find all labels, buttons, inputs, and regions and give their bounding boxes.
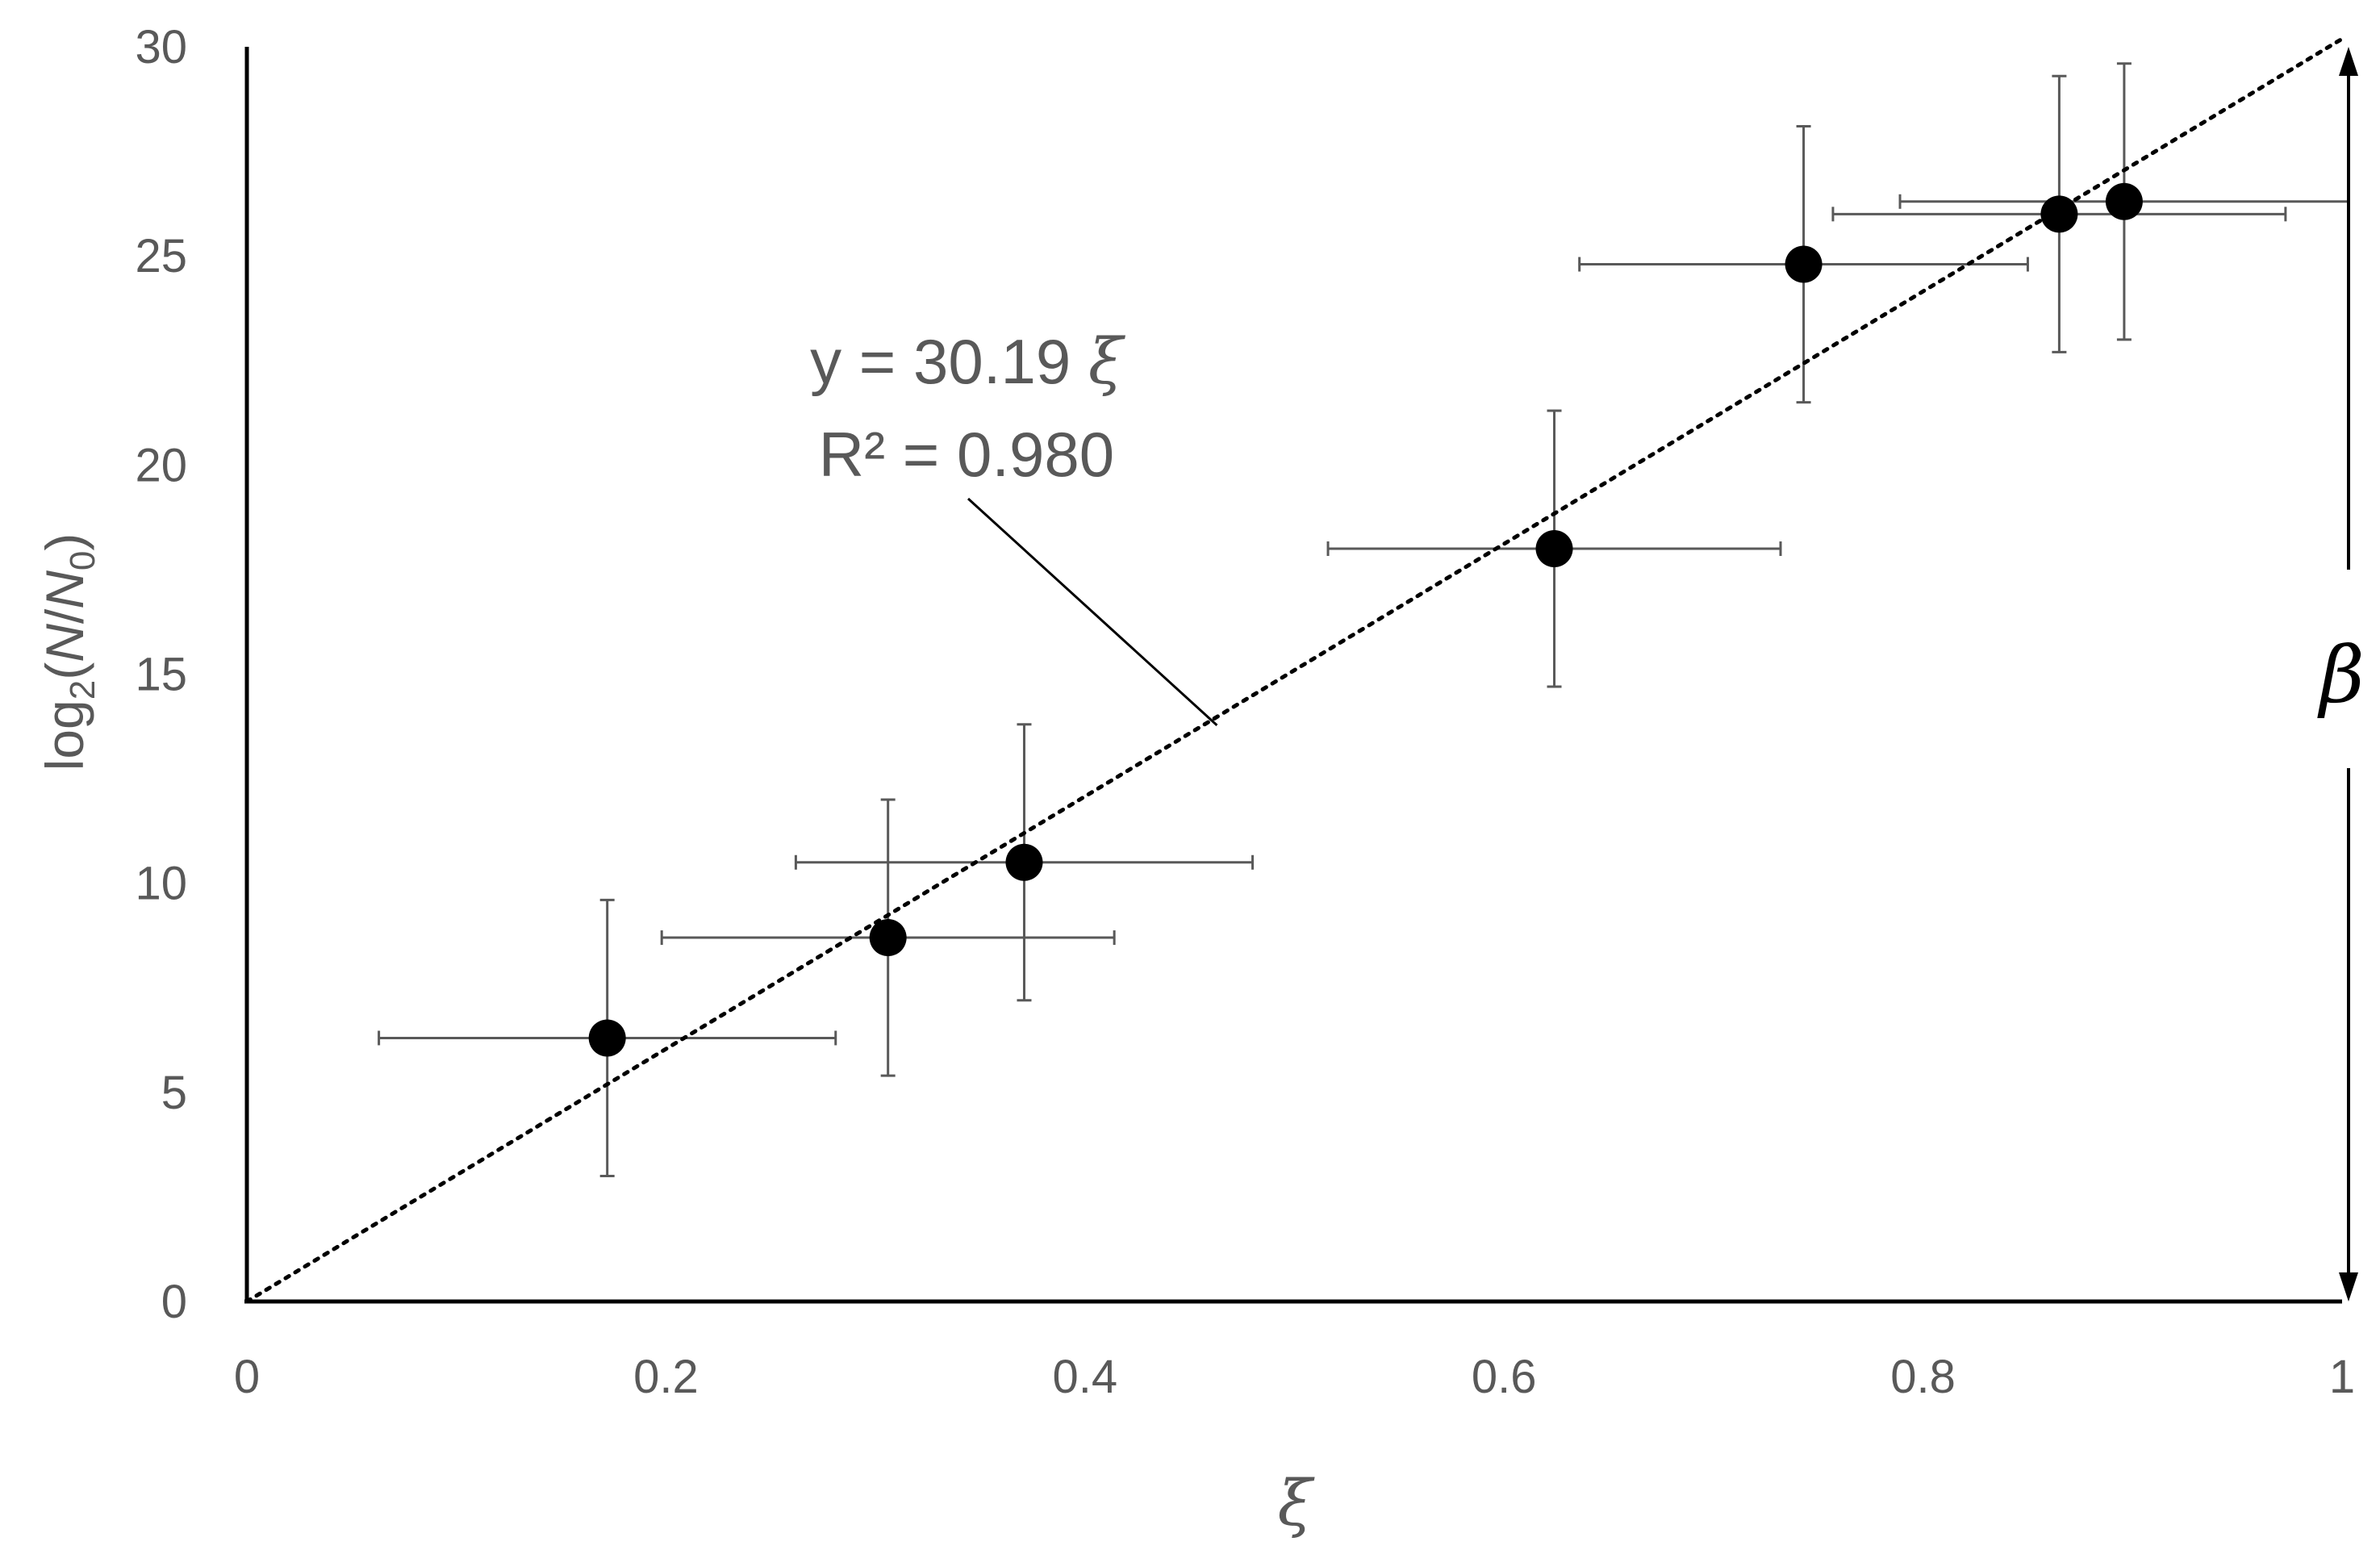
y-axis-title: log2(N/N0) <box>35 533 102 771</box>
y-tick-label: 10 <box>135 858 187 910</box>
x-axis-title: ξ <box>1278 1468 1316 1540</box>
fit-r-squared: R² = 0.980 <box>819 419 1114 490</box>
beta-arrow: β <box>2317 47 2365 1301</box>
y-tick-label: 5 <box>161 1067 187 1119</box>
y-tick-label: 25 <box>135 230 187 282</box>
data-point <box>1535 530 1573 567</box>
data-point <box>2040 195 2078 233</box>
y-axis-title-n0: N <box>35 570 94 609</box>
y-axis-title-slash: / <box>35 608 94 624</box>
y-axis-title-n: N <box>35 624 94 662</box>
x-tick-labels: 0 0.2 0.4 0.6 0.8 1 <box>234 1351 2355 1403</box>
fit-equation-text: y = 30.19 <box>810 326 1088 397</box>
y-tick-label: 30 <box>135 21 187 73</box>
y-axis-title-n0-subscript: 0 <box>63 551 102 570</box>
beta-arrowhead-down <box>2339 1272 2358 1301</box>
annotation-leader-line <box>967 497 1218 726</box>
beta-label: β <box>2317 630 2365 721</box>
data-points <box>588 182 2143 1057</box>
x-tick-label: 0.8 <box>1890 1351 1956 1403</box>
y-tick-labels: 0 5 10 15 20 25 30 <box>135 21 187 1328</box>
data-point <box>588 1019 626 1057</box>
data-point <box>1785 245 1823 283</box>
data-point <box>2105 182 2143 220</box>
fit-line <box>244 36 2345 1304</box>
y-tick-label: 0 <box>161 1276 187 1328</box>
x-tick-label: 0 <box>234 1351 260 1403</box>
x-tick-label: 0.4 <box>1052 1351 1117 1403</box>
x-tick-label: 0.2 <box>633 1351 699 1403</box>
data-point <box>869 919 907 957</box>
x-tick-label: 0.6 <box>1472 1351 1537 1403</box>
x-tick-label: 1 <box>2329 1351 2355 1403</box>
y-tick-label: 15 <box>135 649 187 701</box>
y-axis-title-log: log <box>35 700 94 771</box>
fit-equation-symbol: ξ <box>1088 326 1126 399</box>
beta-arrowhead-up <box>2339 47 2358 76</box>
y-axis-title-close-paren: ) <box>35 533 94 551</box>
y-tick-label: 20 <box>135 439 187 491</box>
data-point <box>1005 843 1043 881</box>
y-axis-title-open-paren: ( <box>35 662 94 680</box>
fit-equation: y = 30.19 ξ <box>810 326 1126 399</box>
y-axis-title-subscript: 2 <box>63 680 102 700</box>
